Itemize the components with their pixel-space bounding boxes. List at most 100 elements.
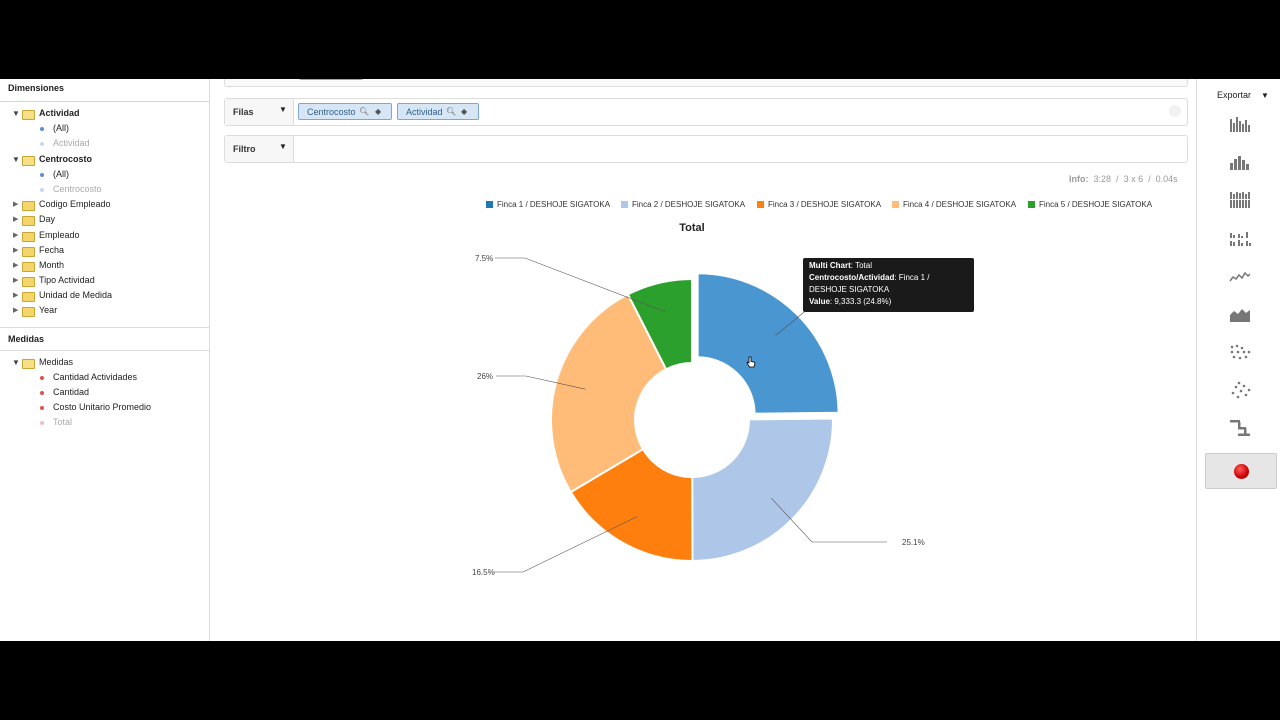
hand-cursor-icon	[746, 356, 756, 368]
filter-zone[interactable]: Filtro ▼	[224, 135, 1188, 163]
chart-area: Filas ▼ Centrocosto 🔍︎ ◆ Actividad 🔍︎ ◆ …	[210, 79, 1195, 641]
filter-zone-label[interactable]: Filtro ▼	[225, 136, 294, 162]
tree-group-centrocosto[interactable]: ▼ Centrocosto	[0, 152, 209, 167]
histogram-chart-button[interactable]	[1205, 147, 1277, 183]
tree-item[interactable]: ▶ Month	[0, 258, 209, 273]
tree-item[interactable]: ▶ Year	[0, 303, 209, 318]
folder-open-icon	[22, 358, 35, 369]
tree-item[interactable]: ▶ Empleado	[0, 228, 209, 243]
expand-toggle-icon[interactable]: ▼	[12, 154, 20, 164]
grouped-column-button[interactable]	[1205, 223, 1277, 259]
caret-down-icon[interactable]: ▼	[279, 142, 287, 151]
tree-item-label: Fecha	[39, 244, 65, 255]
bullet-icon	[40, 421, 44, 426]
caret-down-icon[interactable]: ▼	[279, 105, 287, 114]
tree-item[interactable]: ▶ Fecha	[0, 243, 209, 258]
clear-icon[interactable]	[1169, 105, 1181, 117]
export-dropdown[interactable]: Exportar ▼	[1217, 90, 1269, 100]
column-chart-button[interactable]	[1205, 109, 1277, 145]
tree-group-actividad[interactable]: ▼ Actividad	[0, 106, 209, 121]
stacked-column-icon	[1229, 192, 1251, 208]
line-chart-button[interactable]	[1205, 261, 1277, 297]
pie-slice[interactable]	[626, 277, 693, 371]
sort-icon[interactable]: ◆	[375, 107, 382, 116]
bullet-icon	[40, 391, 44, 395]
rows-label: Filas	[233, 107, 254, 117]
divider	[0, 326, 209, 328]
filter-label: Filtro	[233, 144, 256, 154]
tree-item[interactable]: ▶ Unidad de Medida	[0, 288, 209, 303]
search-icon[interactable]: 🔍︎	[359, 107, 370, 116]
pie-slice[interactable]	[696, 272, 840, 415]
tree-leaf[interactable]: Actividad	[0, 136, 209, 151]
legend-item[interactable]: Finca 4 / DESHOJE SIGATOKA	[892, 200, 1016, 209]
expand-toggle-icon[interactable]: ▼	[12, 357, 20, 367]
measure-label: Costo Unitario Promedio	[53, 402, 152, 413]
legend-item[interactable]: Finca 3 / DESHOJE SIGATOKA	[757, 200, 881, 209]
tree-group-label: Medidas	[39, 356, 74, 367]
rows-zone-label[interactable]: Filas ▼	[225, 99, 294, 125]
sort-icon[interactable]: ◆	[461, 107, 468, 116]
tree-leaf[interactable]: (All)	[0, 167, 209, 182]
collapse-toggle-icon[interactable]: ▶	[13, 231, 19, 239]
rows-zone[interactable]: Filas ▼ Centrocosto 🔍︎ ◆ Actividad 🔍︎ ◆	[224, 98, 1188, 126]
legend-swatch	[621, 201, 628, 208]
pie-slice[interactable]	[569, 447, 694, 562]
tree-item[interactable]: ▶ Codigo Empleado	[0, 197, 209, 212]
collapse-toggle-icon[interactable]: ▶	[13, 201, 19, 209]
collapse-toggle-icon[interactable]: ▶	[13, 307, 19, 315]
tree-group-label: Centrocosto	[39, 153, 93, 164]
tooltip-line: DESHOJE SIGATOKA	[809, 285, 890, 294]
slice-percent-label: 7.5%	[475, 254, 493, 263]
columns-zone[interactable]	[224, 79, 1188, 87]
area-chart-button[interactable]	[1205, 299, 1277, 335]
pie-slice[interactable]	[550, 293, 668, 494]
tree-group-medidas[interactable]: ▼ Medidas	[0, 355, 209, 370]
legend-label: Finca 5 / DESHOJE SIGATOKA	[1039, 200, 1153, 209]
tree-leaf-label: Centrocosto	[53, 183, 102, 194]
slice-percent-label: 26%	[477, 372, 493, 381]
measure-item[interactable]: Costo Unitario Promedio	[0, 400, 209, 415]
measure-item[interactable]: Total	[0, 415, 209, 430]
tree-leaf[interactable]: (All)	[0, 121, 209, 136]
collapse-toggle-icon[interactable]: ▶	[13, 292, 19, 300]
tooltip-key: Value	[809, 297, 830, 306]
dot-plot-button[interactable]	[1205, 337, 1277, 373]
measure-item[interactable]: Cantidad	[0, 385, 209, 400]
tree-leaf[interactable]: Centrocosto	[0, 182, 209, 197]
column-chart-icon	[1230, 117, 1250, 132]
collapse-toggle-icon[interactable]: ▶	[13, 216, 19, 224]
stacked-column-button[interactable]	[1205, 185, 1277, 221]
leader-line	[493, 516, 638, 573]
legend-item[interactable]: Finca 1 / DESHOJE SIGATOKA	[486, 200, 610, 209]
tree-item[interactable]: ▶ Tipo Actividad	[0, 273, 209, 288]
legend-item[interactable]: Finca 2 / DESHOJE SIGATOKA	[621, 200, 745, 209]
tree-item-label: Unidad de Medida	[39, 290, 113, 301]
row-chip-actividad[interactable]: Actividad 🔍︎ ◆	[397, 103, 479, 120]
collapse-toggle-icon[interactable]: ▶	[13, 246, 19, 254]
expand-toggle-icon[interactable]: ▼	[12, 109, 20, 118]
folder-icon	[22, 261, 35, 272]
scatter-plot-button[interactable]	[1205, 375, 1277, 411]
bullet-icon	[40, 406, 44, 411]
tooltip-value: : Finca 1 /	[894, 273, 930, 282]
slice-percent-label: 16.5%	[472, 568, 495, 577]
search-icon[interactable]: 🔍︎	[446, 107, 457, 116]
collapse-toggle-icon[interactable]: ▶	[13, 261, 19, 269]
collapse-toggle-icon[interactable]: ▶	[13, 277, 19, 285]
pie-slice[interactable]	[691, 417, 834, 563]
chip-label: Actividad	[406, 107, 443, 117]
donut-chart[interactable]: 24.8%25.1%16.5%26%7.5%	[210, 79, 1195, 641]
folder-icon	[22, 246, 35, 257]
row-chip-centrocosto[interactable]: Centrocosto 🔍︎ ◆	[298, 103, 392, 120]
tooltip-line: Multi Chart: Total	[809, 260, 968, 272]
area-chart-icon	[1230, 309, 1250, 322]
legend-item[interactable]: Finca 5 / DESHOJE SIGATOKA	[1028, 200, 1152, 209]
pie-chart-button[interactable]	[1205, 453, 1277, 489]
legend-swatch	[892, 201, 899, 208]
tree-item[interactable]: ▶ Day	[0, 212, 209, 227]
line-chart-icon	[1229, 271, 1251, 282]
step-chart-button[interactable]	[1205, 413, 1277, 449]
measure-item[interactable]: Cantidad Actividades	[0, 370, 209, 385]
legend-swatch	[757, 201, 764, 208]
